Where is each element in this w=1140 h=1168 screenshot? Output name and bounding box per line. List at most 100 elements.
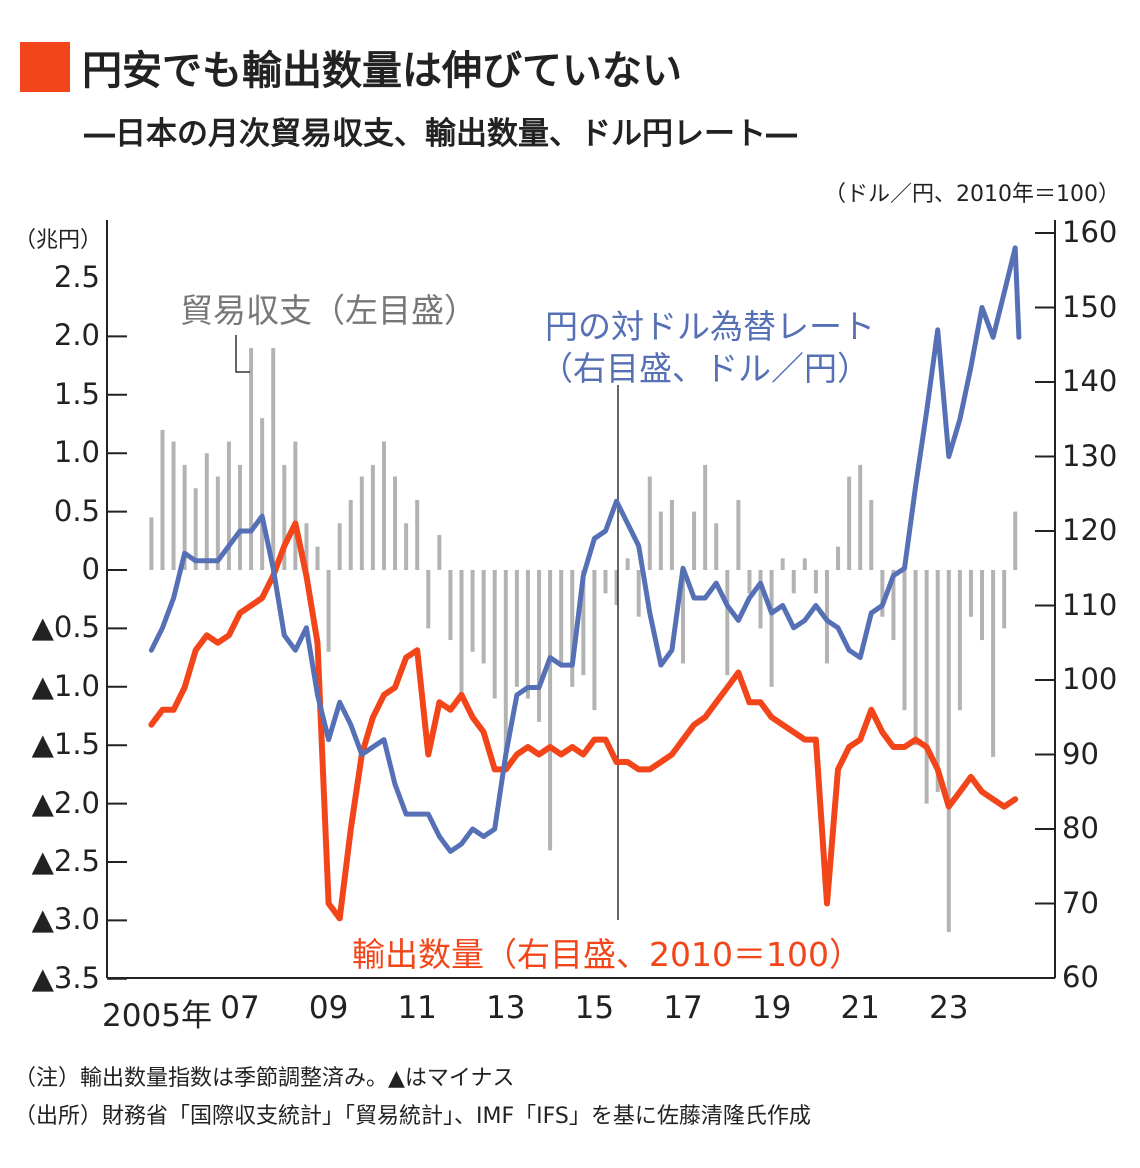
chart-title: 円安でも輸出数量は伸びていない: [20, 38, 682, 96]
trade-balance-bar: [991, 570, 996, 757]
trade-balance-bar: [968, 570, 973, 617]
trade-balance-bar: [492, 570, 497, 699]
right-tick-label: 90: [1062, 736, 1099, 771]
right-tick-label: 160: [1062, 215, 1118, 249]
trade-balance-bar: [1013, 511, 1018, 570]
left-tick-label: ▲2.0: [31, 785, 100, 820]
trade-balance-bar: [238, 464, 242, 570]
x-tick-label: 23: [929, 990, 969, 1026]
source-text: （出所）財務省「国際収支統計」「貿易統計」、IMF「IFS」を基に佐藤清隆氏作成: [14, 1104, 811, 1129]
title-square-marker: [20, 42, 70, 92]
trade-balance-bar: [847, 476, 852, 570]
right-tick-label: 140: [1062, 364, 1118, 398]
left-tick-label: ▲3.0: [31, 902, 100, 937]
trade-balance-bar: [193, 488, 198, 570]
x-tick-label: 2005年: [102, 998, 212, 1034]
trade-balance-bar: [647, 476, 652, 570]
trade-balance-bar: [393, 476, 398, 570]
left-tick-label: 1.0: [53, 435, 100, 470]
trade-balance-bar: [537, 570, 542, 722]
left-tick-label: ▲0.5: [31, 610, 100, 645]
trade-balance-bar: [891, 570, 896, 641]
left-tick-label: 1.5: [53, 376, 100, 411]
trade-balance-bar: [957, 570, 962, 711]
trade-balance-bar: [625, 558, 630, 570]
trade-balance-bar: [813, 570, 818, 594]
right-tick-label: 120: [1062, 513, 1118, 547]
trade-balance-bar: [769, 570, 774, 687]
right-axis-units: （ドル／円、2010年＝100）: [824, 182, 1120, 207]
right-tick-label: 80: [1062, 811, 1099, 845]
trade-balance-bar: [869, 499, 874, 570]
trade-balance-bar: [182, 464, 187, 570]
right-tick-label: 130: [1062, 438, 1118, 473]
trade-balance-bar: [559, 570, 564, 664]
trade-balance-bar: [381, 441, 386, 570]
trade-balance-bar: [570, 570, 575, 687]
trade-balance-bar: [669, 499, 674, 570]
trade-balance-bar: [636, 570, 641, 617]
trade-balance-bar: [603, 570, 608, 594]
left-tick-label: ▲1.5: [31, 727, 100, 762]
trade-balance-bar: [913, 570, 918, 746]
exchange-rate-label-line2: （右目盛、ドル／円）: [540, 349, 870, 388]
trade-balance-bar: [204, 453, 209, 570]
trade-balance-bar: [758, 570, 763, 629]
x-tick-label: 21: [840, 990, 880, 1026]
left-tick-label: ▲3.5: [31, 960, 100, 995]
exchange-rate-line: [148, 245, 1022, 854]
trade-balance-bar: [149, 517, 154, 570]
x-tick-label: 19: [751, 990, 792, 1026]
right-tick-label: 100: [1062, 662, 1118, 696]
trade-balance-bar: [836, 546, 841, 570]
trade-balance-bar: [858, 464, 863, 570]
trade-balance-bar: [946, 570, 951, 933]
trade-balance-bar: [226, 441, 231, 570]
chart-subtitle: ―日本の月次貿易収支、輸出数量、ドル円レート―: [84, 116, 797, 152]
trade-balance-bar: [370, 464, 375, 570]
right-tick-label: 110: [1062, 587, 1118, 622]
right-tick-label: 60: [1062, 960, 1099, 994]
trade-balance-bar: [681, 570, 685, 664]
trade-balance-bar: [304, 523, 309, 570]
trade-balance-bar: [171, 441, 176, 570]
right-tick-label: 70: [1062, 885, 1099, 920]
trade-balance-bar: [592, 570, 597, 711]
trade-balance-bar: [548, 570, 553, 851]
trade-balance-bar: [725, 570, 730, 676]
left-tick-label: ▲2.5: [31, 844, 100, 878]
trade-balance-bar: [215, 476, 220, 570]
trade-balance-bar: [802, 558, 807, 570]
trade-balance-label: 貿易収支（左目盛）: [180, 291, 477, 330]
trade-balance-bar: [924, 570, 929, 804]
trade-balance-bar: [1002, 570, 1007, 629]
trade-balance-bar: [980, 570, 985, 641]
trade-label-leader-line: [235, 335, 250, 373]
left-tick-label: 0: [81, 552, 100, 586]
trade-balance-bar: [514, 570, 519, 687]
trade-balance-bar: [880, 570, 885, 617]
trade-balance-bar: [404, 523, 409, 570]
trade-balance-bar: [935, 570, 940, 792]
left-axis-units: （兆円）: [14, 228, 103, 253]
trade-balance-bar: [160, 429, 165, 570]
trade-balance-bar: [714, 523, 719, 570]
trade-balance-bar: [470, 570, 475, 652]
trade-balance-bar: [525, 570, 530, 699]
trade-balance-bar: [282, 464, 287, 570]
trade-balance-bar: [260, 418, 265, 570]
trade-balance-bar: [359, 476, 364, 570]
trade-balance-bar: [448, 570, 453, 641]
trade-balance-bar: [326, 570, 331, 652]
x-tick-label: 07: [220, 990, 260, 1026]
title-text: 円安でも輸出数量は伸びていない: [82, 48, 682, 94]
exchange-rate-label-line1: 円の対ドル為替レート: [545, 307, 875, 346]
trade-balance-bar: [747, 570, 752, 594]
trade-balance-bar: [459, 570, 464, 699]
x-tick-label: 09: [308, 990, 349, 1026]
trade-balance-bar: [271, 348, 276, 570]
export-volume-line: [148, 520, 1019, 922]
trade-balance-bar: [658, 511, 663, 570]
